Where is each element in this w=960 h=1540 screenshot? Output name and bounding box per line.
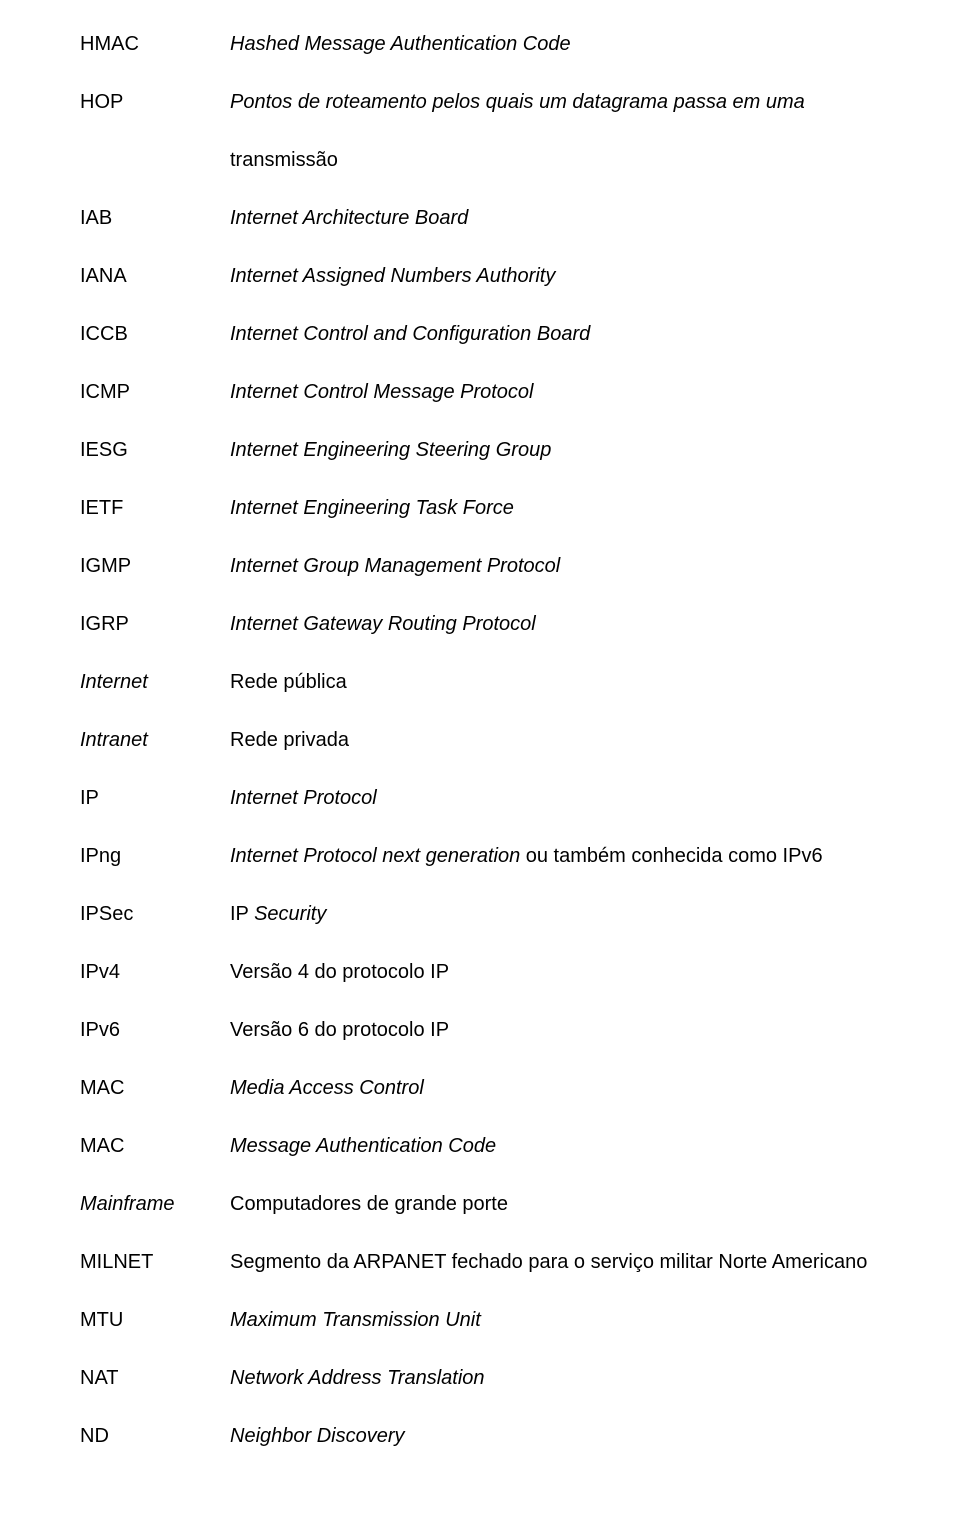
glossary-term: IPng: [80, 845, 230, 868]
glossary-row: IGMPInternet Group Management Protocol: [80, 552, 880, 580]
glossary-row: ICMPInternet Control Message Protocol: [80, 378, 880, 406]
glossary-row: MACMessage Authentication Code: [80, 1132, 880, 1160]
glossary-term: IAB: [80, 207, 230, 230]
glossary-definition: Internet Group Management Protocol: [230, 552, 880, 580]
glossary-definition: Versão 6 do protocolo IP: [230, 1016, 880, 1044]
glossary-term: ICCB: [80, 323, 230, 346]
glossary-definition: Segmento da ARPANET fechado para o servi…: [230, 1248, 880, 1276]
glossary-term: ND: [80, 1425, 230, 1448]
glossary-term: Mainframe: [80, 1193, 230, 1216]
glossary-row: MACMedia Access Control: [80, 1074, 880, 1102]
glossary-row: IANAInternet Assigned Numbers Authority: [80, 262, 880, 290]
glossary-definition: Maximum Transmission Unit: [230, 1306, 880, 1334]
glossary-term: MAC: [80, 1135, 230, 1158]
glossary-row: HOPPontos de roteamento pelos quais um d…: [80, 88, 880, 116]
glossary-term: Internet: [80, 671, 230, 694]
glossary-term: IGMP: [80, 555, 230, 578]
glossary-row: HMACHashed Message Authentication Code: [80, 30, 880, 58]
definition-italic-part: Security: [254, 903, 326, 925]
glossary-row: NATNetwork Address Translation: [80, 1364, 880, 1392]
glossary-term: IP: [80, 787, 230, 810]
glossary-term: IESG: [80, 439, 230, 462]
glossary-term: MILNET: [80, 1251, 230, 1274]
glossary-definition: Internet Engineering Steering Group: [230, 436, 880, 464]
glossary-term: ICMP: [80, 381, 230, 404]
glossary-term: IPSec: [80, 903, 230, 926]
glossary-definition: Internet Protocol: [230, 784, 880, 812]
glossary-row: IPngInternet Protocol next generation ou…: [80, 842, 880, 870]
glossary-definition: Internet Control Message Protocol: [230, 378, 880, 406]
glossary-definition: Pontos de roteamento pelos quais um data…: [230, 88, 880, 116]
glossary-row: IESGInternet Engineering Steering Group: [80, 436, 880, 464]
glossary-term: NAT: [80, 1367, 230, 1390]
definition-upright-part: ou também conhecida como IPv6: [520, 845, 822, 867]
glossary-definition: IP Security: [230, 900, 880, 928]
glossary-definition: Internet Protocol next generation ou tam…: [230, 842, 880, 870]
continuation-text: transmissão: [230, 146, 880, 174]
glossary-row: MTUMaximum Transmission Unit: [80, 1306, 880, 1334]
glossary-term: Intranet: [80, 729, 230, 752]
glossary-definition: Rede pública: [230, 668, 880, 696]
glossary-row: IGRPInternet Gateway Routing Protocol: [80, 610, 880, 638]
glossary-row: ICCBInternet Control and Configuration B…: [80, 320, 880, 348]
glossary-row: IPSecIP Security: [80, 900, 880, 928]
glossary-definition: Internet Gateway Routing Protocol: [230, 610, 880, 638]
glossary-term: IGRP: [80, 613, 230, 636]
glossary-definition: Network Address Translation: [230, 1364, 880, 1392]
glossary-definition: Hashed Message Authentication Code: [230, 30, 880, 58]
glossary-definition: Internet Architecture Board: [230, 204, 880, 232]
glossary-definition: Internet Control and Configuration Board: [230, 320, 880, 348]
glossary-row: IPv6Versão 6 do protocolo IP: [80, 1016, 880, 1044]
glossary-row: IntranetRede privada: [80, 726, 880, 754]
glossary-definition: Neighbor Discovery: [230, 1422, 880, 1450]
glossary-term: IANA: [80, 265, 230, 288]
glossary-row: IPInternet Protocol: [80, 784, 880, 812]
glossary-term: HMAC: [80, 33, 230, 56]
glossary-row: MainframeComputadores de grande porte: [80, 1190, 880, 1218]
glossary-term: IETF: [80, 497, 230, 520]
glossary-row: IPv4Versão 4 do protocolo IP: [80, 958, 880, 986]
glossary-definition: Message Authentication Code: [230, 1132, 880, 1160]
glossary-row: NDNeighbor Discovery: [80, 1422, 880, 1450]
glossary-term: MTU: [80, 1309, 230, 1332]
glossary-definition: Versão 4 do protocolo IP: [230, 958, 880, 986]
glossary-definition: Internet Assigned Numbers Authority: [230, 262, 880, 290]
glossary-definition: Computadores de grande porte: [230, 1190, 880, 1218]
glossary-row: InternetRede pública: [80, 668, 880, 696]
glossary-definition: Internet Engineering Task Force: [230, 494, 880, 522]
definition-upright-part: IP: [230, 903, 254, 925]
glossary-definition: Media Access Control: [230, 1074, 880, 1102]
glossary-row: IABInternet Architecture Board: [80, 204, 880, 232]
glossary-row: MILNETSegmento da ARPANET fechado para o…: [80, 1248, 880, 1276]
glossary-term: IPv4: [80, 961, 230, 984]
glossary-term: IPv6: [80, 1019, 230, 1042]
glossary-term: MAC: [80, 1077, 230, 1100]
glossary-definition: Rede privada: [230, 726, 880, 754]
glossary-row: IETFInternet Engineering Task Force: [80, 494, 880, 522]
glossary-page: HMACHashed Message Authentication Code HO…: [0, 0, 960, 1540]
definition-italic-part: Internet Protocol next generation: [230, 845, 520, 867]
glossary-term: HOP: [80, 91, 230, 114]
